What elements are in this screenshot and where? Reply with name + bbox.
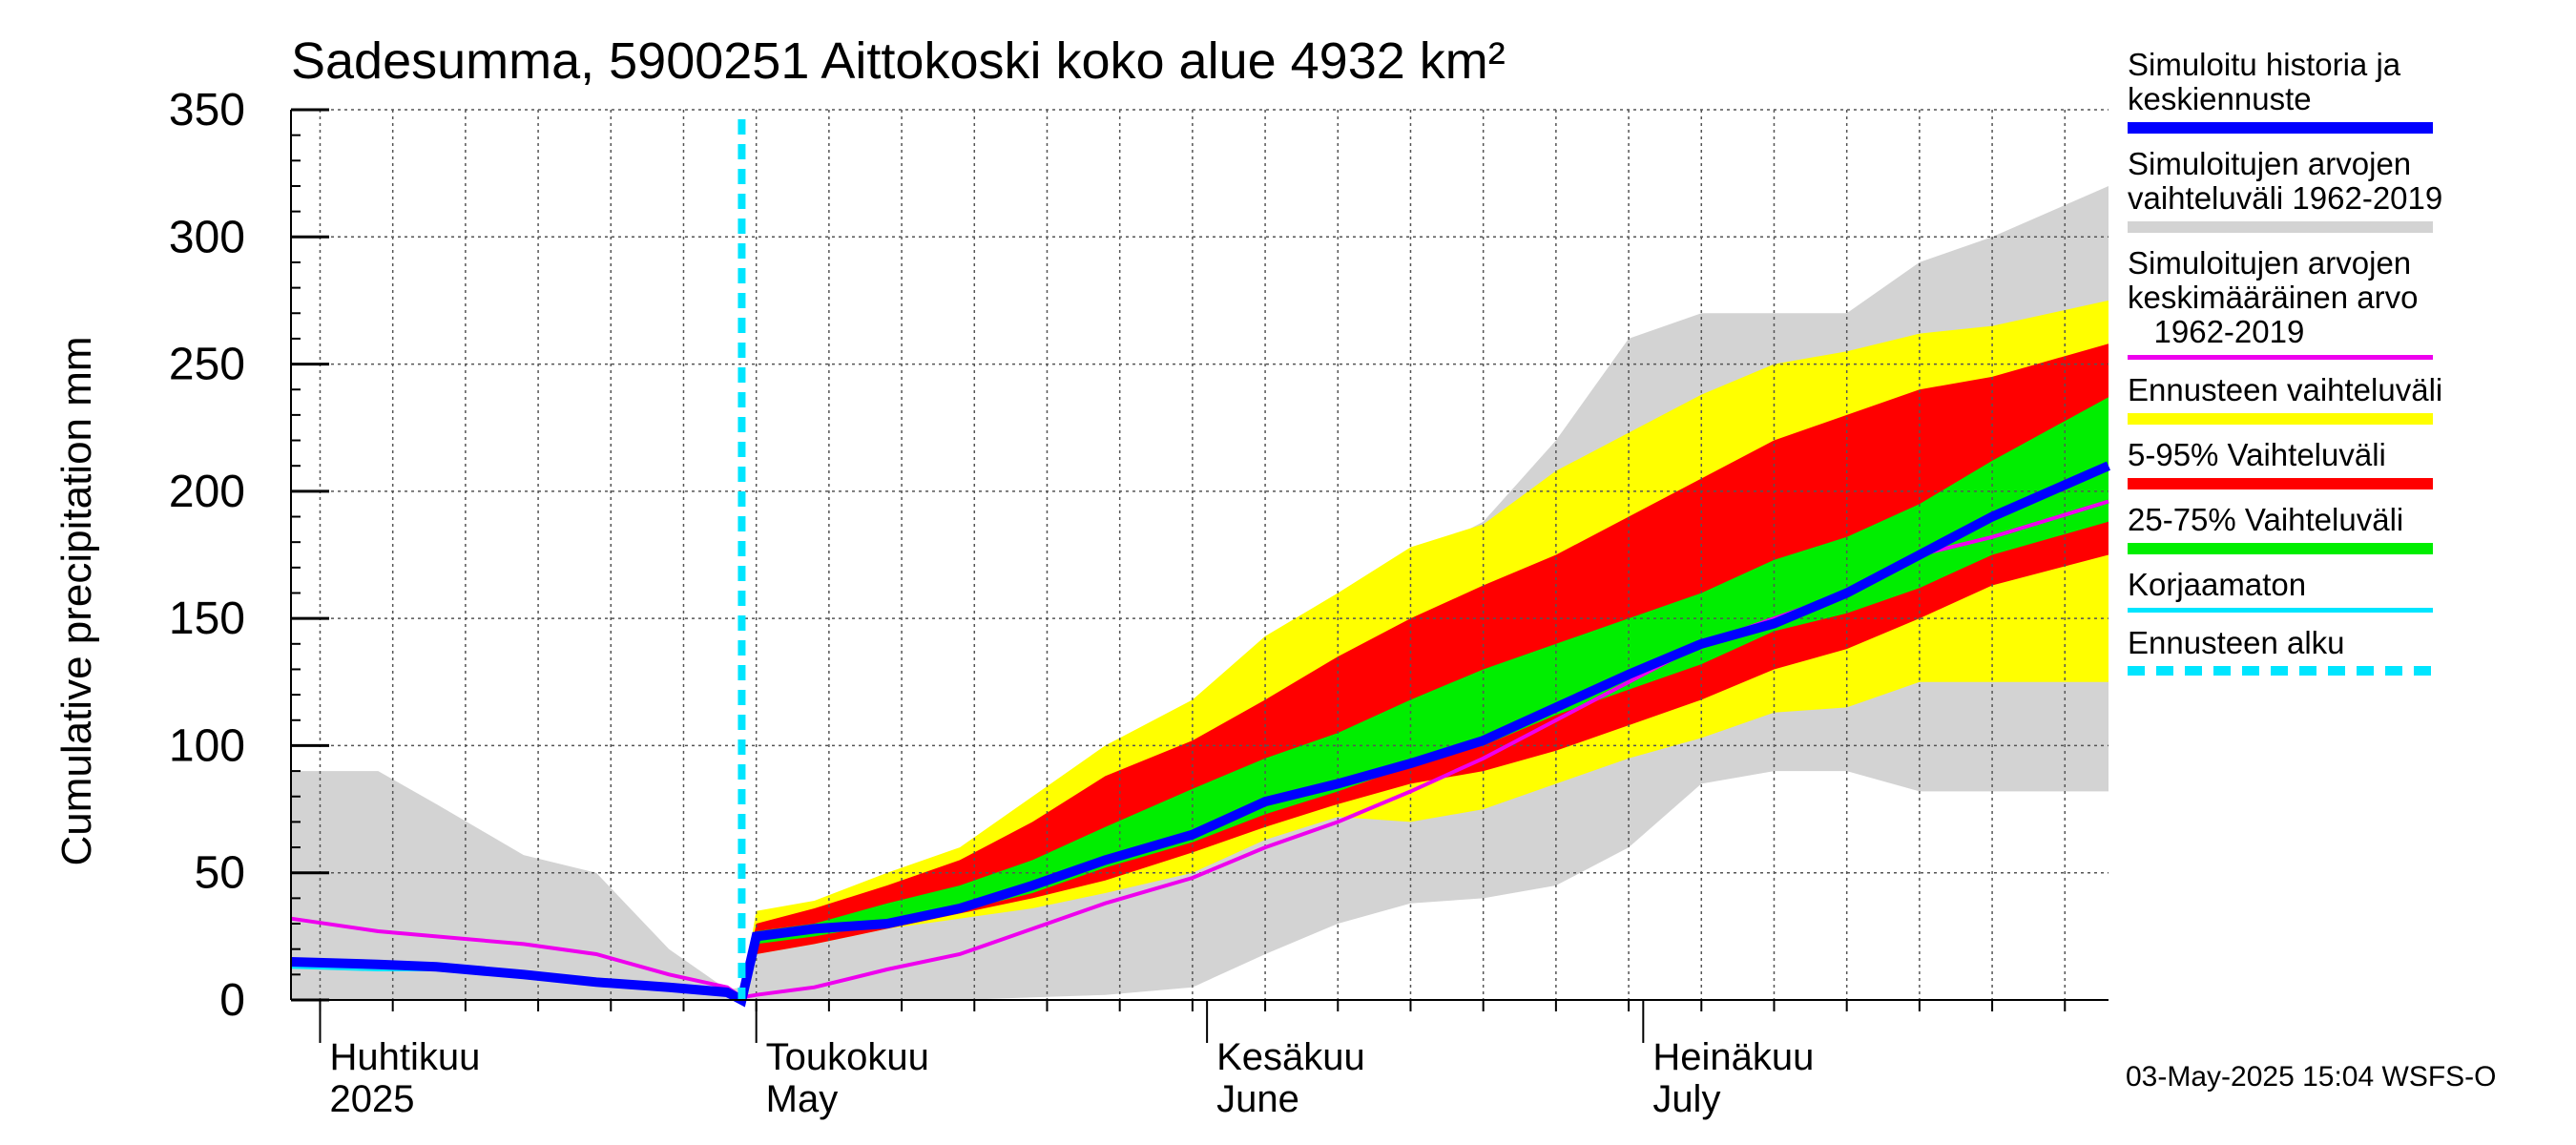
legend-label: Simuloitujen arvojen keskimääräinen arvo…	[2128, 245, 2419, 349]
legend-label: Simuloitu historia ja keskiennuste	[2128, 47, 2401, 116]
chart-title: Sadesumma, 5900251 Aittokoski koko alue …	[291, 32, 1506, 90]
y-tick-label: 50	[195, 848, 245, 899]
y-axis-label: Cumulative precipitation mm	[53, 336, 100, 865]
legend-item-band-5-95: 5-95% Vaihteluväli	[2128, 438, 2547, 489]
y-tick-label: 0	[219, 975, 245, 1026]
legend-label: Korjaamaton	[2128, 567, 2307, 602]
x-month-sublabel: June	[1216, 1078, 1299, 1120]
legend-label: 25-75% Vaihteluväli	[2128, 502, 2404, 537]
band-5-95	[741, 344, 2109, 1000]
legend-label: Simuloitujen arvojen vaihteluväli 1962-2…	[2128, 146, 2443, 216]
legend-swatch	[2128, 221, 2433, 233]
legend-swatch	[2128, 413, 2433, 425]
x-month-label: Heinäkuu	[1652, 1036, 1814, 1078]
x-month-label: Huhtikuu	[329, 1036, 480, 1078]
x-month-label: Toukokuu	[766, 1036, 929, 1078]
legend-item-band-25-75: 25-75% Vaihteluväli	[2128, 503, 2547, 554]
x-month-sublabel: 2025	[329, 1078, 414, 1120]
legend-swatch	[2128, 355, 2433, 360]
legend-label: Ennusteen alku	[2128, 625, 2345, 660]
legend-item-history-band: Simuloitujen arvojen vaihteluväli 1962-2…	[2128, 147, 2547, 233]
legend-item-median-line: Simuloitu historia ja keskiennuste	[2128, 48, 2547, 134]
legend-swatch	[2128, 666, 2433, 676]
legend-item-uncorrected: Korjaamaton	[2128, 568, 2547, 613]
legend-item-forecast-start: Ennusteen alku	[2128, 626, 2547, 676]
legend-swatch	[2128, 608, 2433, 613]
x-month-sublabel: May	[766, 1078, 839, 1120]
history-range-band	[291, 186, 2109, 1000]
legend-label: 5-95% Vaihteluväli	[2128, 437, 2386, 472]
median-line	[290, 461, 2111, 1008]
legend-swatch	[2128, 543, 2433, 554]
legend: Simuloitu historia ja keskiennuste Simulo…	[2128, 48, 2547, 689]
y-tick-label: 300	[169, 212, 245, 262]
legend-item-mean-line: Simuloitujen arvojen keskimääräinen arvo…	[2128, 246, 2547, 360]
legend-swatch	[2128, 478, 2433, 489]
y-tick-label: 150	[169, 593, 245, 644]
y-tick-label: 250	[169, 340, 245, 390]
y-tick-label: 350	[169, 85, 245, 135]
x-month-label: Kesäkuu	[1216, 1036, 1365, 1078]
legend-swatch	[2128, 122, 2433, 134]
legend-item-forecast-band: Ennusteen vaihteluväli	[2128, 373, 2547, 425]
legend-label: Ennusteen vaihteluväli	[2128, 372, 2443, 407]
y-tick-label: 200	[169, 467, 245, 517]
band-25-75	[741, 397, 2109, 1000]
x-month-sublabel: July	[1652, 1078, 1720, 1120]
timestamp-footer: 03-May-2025 15:04 WSFS-O	[2126, 1061, 2497, 1093]
y-tick-label: 100	[169, 720, 245, 771]
